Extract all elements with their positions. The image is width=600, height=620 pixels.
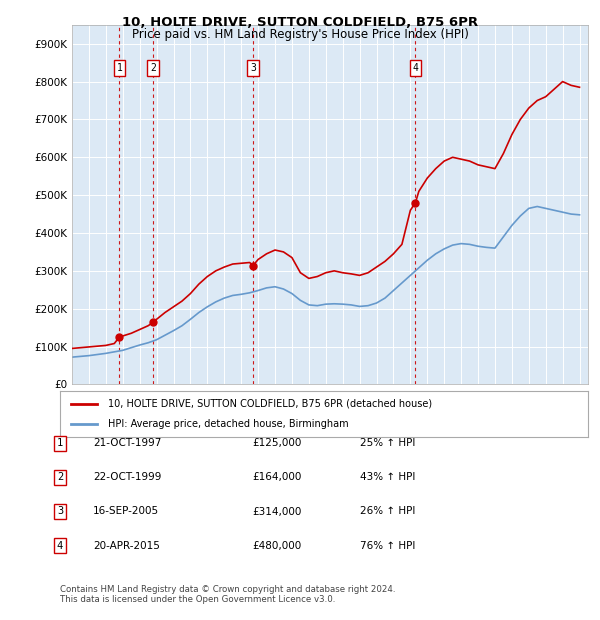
Text: £480,000: £480,000 [252, 541, 301, 551]
Text: 1: 1 [57, 438, 63, 448]
Text: 22-OCT-1999: 22-OCT-1999 [93, 472, 161, 482]
Text: £314,000: £314,000 [252, 507, 301, 516]
Text: 3: 3 [57, 507, 63, 516]
Text: 4: 4 [57, 541, 63, 551]
Text: 20-APR-2015: 20-APR-2015 [93, 541, 160, 551]
Text: 2: 2 [57, 472, 63, 482]
Text: 26% ↑ HPI: 26% ↑ HPI [360, 507, 415, 516]
Text: £164,000: £164,000 [252, 472, 301, 482]
Text: 10, HOLTE DRIVE, SUTTON COLDFIELD, B75 6PR (detached house): 10, HOLTE DRIVE, SUTTON COLDFIELD, B75 6… [107, 399, 431, 409]
Text: 1: 1 [116, 63, 122, 73]
Text: 4: 4 [412, 63, 418, 73]
Text: £125,000: £125,000 [252, 438, 301, 448]
Text: 16-SEP-2005: 16-SEP-2005 [93, 507, 159, 516]
Text: 76% ↑ HPI: 76% ↑ HPI [360, 541, 415, 551]
Text: 2: 2 [150, 63, 156, 73]
Text: 3: 3 [250, 63, 256, 73]
Text: Price paid vs. HM Land Registry's House Price Index (HPI): Price paid vs. HM Land Registry's House … [131, 28, 469, 41]
Text: 10, HOLTE DRIVE, SUTTON COLDFIELD, B75 6PR: 10, HOLTE DRIVE, SUTTON COLDFIELD, B75 6… [122, 16, 478, 29]
Text: HPI: Average price, detached house, Birmingham: HPI: Average price, detached house, Birm… [107, 419, 348, 429]
Text: 21-OCT-1997: 21-OCT-1997 [93, 438, 161, 448]
Text: Contains HM Land Registry data © Crown copyright and database right 2024.
This d: Contains HM Land Registry data © Crown c… [60, 585, 395, 604]
Text: 43% ↑ HPI: 43% ↑ HPI [360, 472, 415, 482]
Text: 25% ↑ HPI: 25% ↑ HPI [360, 438, 415, 448]
